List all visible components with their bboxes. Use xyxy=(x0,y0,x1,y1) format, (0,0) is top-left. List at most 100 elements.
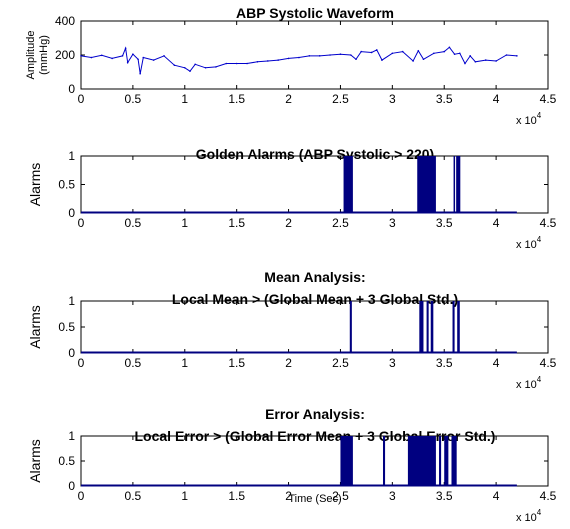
x-tick-label: 1.5 xyxy=(228,489,245,503)
waveform-point xyxy=(433,52,435,55)
waveform-point xyxy=(189,70,191,72)
waveform-line xyxy=(80,46,517,74)
waveform-point xyxy=(137,58,139,61)
x-tick-label: 4 xyxy=(493,92,500,106)
chart-subtitle: Local Mean > (Global Mean + 3 Global Std… xyxy=(172,291,458,307)
x-tick-label: 0 xyxy=(78,216,85,230)
waveform-point xyxy=(204,66,207,69)
x-tick-label: 2 xyxy=(285,356,292,370)
waveform-point xyxy=(401,50,404,53)
x-tick-label: 3 xyxy=(389,356,396,370)
x-tick-label: 1 xyxy=(181,92,188,106)
waveform-point xyxy=(516,55,518,57)
x-exponent-power: 4 xyxy=(537,508,542,517)
x-tick-label: 1 xyxy=(181,216,188,230)
chart-title: Golden Alarms (ABP Systolic > 220) xyxy=(196,146,434,162)
y-axis-label: Amplitude xyxy=(25,31,37,80)
x-exponent-label: x 104 xyxy=(516,375,542,391)
x-tick-label: 0 xyxy=(78,356,85,370)
alarm-bar xyxy=(444,436,449,486)
waveform-point xyxy=(318,55,321,57)
chart-panel-2: Golden Alarms (ABP Systolic > 220) 0 0.5 1 1… xyxy=(27,146,557,251)
x-tick-label: 0 xyxy=(78,92,85,106)
waveform-point xyxy=(469,55,471,57)
waveform-point xyxy=(495,60,497,62)
x-tick-label: 3 xyxy=(389,92,396,106)
x-tick-label: 3.5 xyxy=(436,356,453,370)
x-exponent-power: 4 xyxy=(537,111,542,120)
waveform-point xyxy=(458,52,461,55)
waveform-point xyxy=(381,59,383,61)
x-tick-label: 1.5 xyxy=(228,216,245,230)
x-exponent-label: x 104 xyxy=(516,508,542,524)
x-tick-label: 3.5 xyxy=(436,216,453,230)
x-tick-label: 1 xyxy=(181,489,188,503)
waveform-point xyxy=(173,64,176,66)
waveform-point xyxy=(277,59,279,61)
waveform-point xyxy=(329,54,331,56)
y-tick-label: 1 xyxy=(68,294,75,308)
x-exponent-power: 4 xyxy=(537,235,542,244)
x-axis-label: Time (Sec) xyxy=(288,493,341,505)
x-tick-label: 4 xyxy=(493,356,500,370)
x-exponent-base: x 10 xyxy=(516,512,537,524)
alarm-bar xyxy=(451,436,457,486)
waveform-point xyxy=(256,61,259,63)
waveform-point xyxy=(375,49,378,51)
waveform-point xyxy=(417,49,420,52)
chart-title: Error Analysis: xyxy=(265,406,365,422)
waveform-point xyxy=(453,53,456,55)
alarm-bar xyxy=(407,436,436,486)
waveform-point xyxy=(308,55,311,57)
waveform-point xyxy=(298,56,300,59)
chart-title: Mean Analysis: xyxy=(264,269,365,285)
x-tick-label: 2.5 xyxy=(332,216,349,230)
waveform-point xyxy=(505,54,508,56)
alarm-bar xyxy=(452,301,455,353)
chart-panel-4: Error Analysis:Local Error > (Global Err… xyxy=(27,406,557,524)
waveform-point xyxy=(443,50,446,53)
y-axis-label: Alarms xyxy=(27,439,43,483)
x-tick-label: 4.5 xyxy=(540,92,557,106)
alarm-bar xyxy=(430,301,434,353)
waveform-point xyxy=(370,51,373,54)
waveform-point xyxy=(215,66,217,68)
waveform-point xyxy=(235,62,238,65)
alarm-bar xyxy=(340,436,353,486)
alarm-bar xyxy=(453,156,456,213)
waveform-point xyxy=(448,46,451,49)
x-tick-label: 1.5 xyxy=(228,92,245,106)
waveform-point xyxy=(132,53,134,55)
x-tick-label: 4.5 xyxy=(540,216,557,230)
x-tick-label: 2 xyxy=(285,92,292,106)
y-tick-label: 0.5 xyxy=(58,178,75,192)
x-tick-label: 4 xyxy=(493,216,500,230)
waveform-point xyxy=(339,53,342,55)
x-exponent-base: x 10 xyxy=(516,239,537,251)
alarm-bar xyxy=(382,436,386,486)
axes-box xyxy=(80,300,549,354)
alarm-bar xyxy=(343,156,353,213)
chart-title: ABP Systolic Waveform xyxy=(236,5,394,21)
x-tick-label: 3 xyxy=(389,489,396,503)
waveform-point xyxy=(464,62,466,65)
chart-panel-1: ABP Systolic Waveform 0 0.5 1 1.5 2 2.5 3 3.5 4 4.… xyxy=(25,5,557,127)
alarm-bar xyxy=(426,301,429,353)
x-exponent-power: 4 xyxy=(537,375,542,384)
waveform-point xyxy=(267,60,269,62)
alarm-bar xyxy=(439,436,442,486)
x-tick-label: 0 xyxy=(78,489,85,503)
waveform-point xyxy=(111,57,113,60)
x-tick-label: 1 xyxy=(181,356,188,370)
x-tick-label: 2 xyxy=(285,489,292,503)
x-exponent-label: x 104 xyxy=(516,235,542,251)
x-tick-label: 2.5 xyxy=(332,489,349,503)
alarm-bar xyxy=(419,301,424,353)
y-tick-label: 0 xyxy=(68,82,75,96)
waveform-point xyxy=(126,61,129,64)
x-tick-label: 2.5 xyxy=(332,356,349,370)
x-tick-label: 0.5 xyxy=(125,489,142,503)
chart-panel-3: Mean Analysis: Local Mean > (Global Mean … xyxy=(27,269,557,391)
x-tick-label: 2 xyxy=(285,216,292,230)
x-exponent-label: x 104 xyxy=(516,111,542,127)
